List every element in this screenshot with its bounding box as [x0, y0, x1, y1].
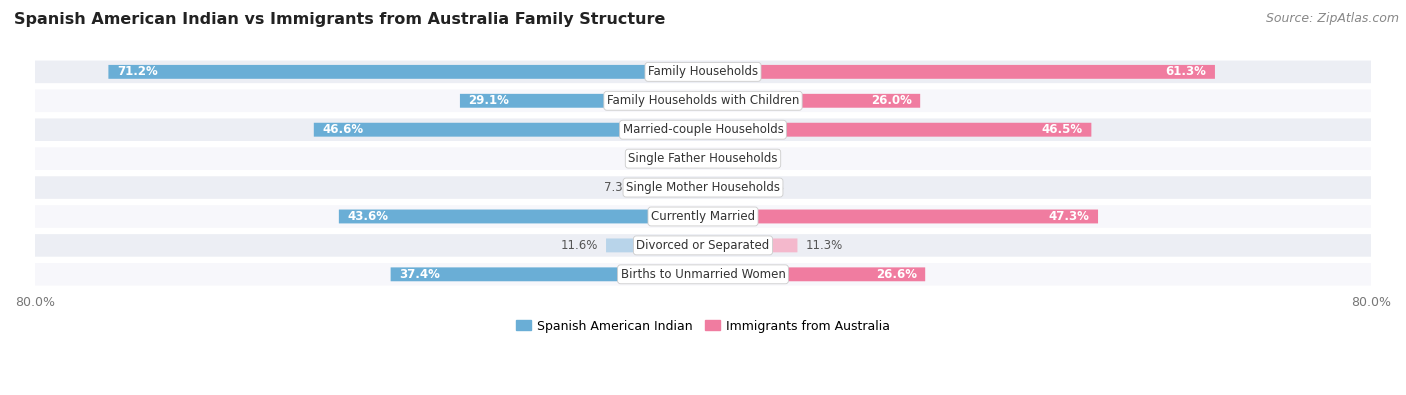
Text: 11.3%: 11.3% — [806, 239, 844, 252]
FancyBboxPatch shape — [391, 267, 703, 281]
FancyBboxPatch shape — [35, 234, 1371, 257]
Text: Currently Married: Currently Married — [651, 210, 755, 223]
Legend: Spanish American Indian, Immigrants from Australia: Spanish American Indian, Immigrants from… — [510, 315, 896, 338]
FancyBboxPatch shape — [703, 123, 1091, 137]
Text: Source: ZipAtlas.com: Source: ZipAtlas.com — [1265, 12, 1399, 25]
Text: 61.3%: 61.3% — [1166, 65, 1206, 78]
Text: 29.1%: 29.1% — [468, 94, 509, 107]
FancyBboxPatch shape — [703, 209, 1098, 224]
Text: 47.3%: 47.3% — [1049, 210, 1090, 223]
Text: Spanish American Indian vs Immigrants from Australia Family Structure: Spanish American Indian vs Immigrants fr… — [14, 12, 665, 27]
FancyBboxPatch shape — [643, 181, 703, 194]
Text: 43.6%: 43.6% — [347, 210, 388, 223]
FancyBboxPatch shape — [703, 239, 797, 252]
Text: 46.5%: 46.5% — [1042, 123, 1083, 136]
Text: Divorced or Separated: Divorced or Separated — [637, 239, 769, 252]
FancyBboxPatch shape — [35, 263, 1371, 286]
Text: Single Father Households: Single Father Households — [628, 152, 778, 165]
Text: 26.6%: 26.6% — [876, 268, 917, 281]
FancyBboxPatch shape — [606, 239, 703, 252]
Text: 71.2%: 71.2% — [117, 65, 157, 78]
Text: 37.4%: 37.4% — [399, 268, 440, 281]
FancyBboxPatch shape — [314, 123, 703, 137]
Text: 2.9%: 2.9% — [641, 152, 671, 165]
FancyBboxPatch shape — [460, 94, 703, 108]
Text: Family Households: Family Households — [648, 65, 758, 78]
FancyBboxPatch shape — [703, 181, 745, 194]
FancyBboxPatch shape — [679, 152, 703, 166]
FancyBboxPatch shape — [35, 205, 1371, 228]
FancyBboxPatch shape — [703, 94, 920, 108]
FancyBboxPatch shape — [703, 65, 1215, 79]
Text: 5.1%: 5.1% — [754, 181, 783, 194]
Text: 26.0%: 26.0% — [870, 94, 911, 107]
FancyBboxPatch shape — [108, 65, 703, 79]
FancyBboxPatch shape — [35, 60, 1371, 83]
Text: 2.0%: 2.0% — [728, 152, 758, 165]
FancyBboxPatch shape — [35, 90, 1371, 112]
Text: 7.3%: 7.3% — [605, 181, 634, 194]
Text: Married-couple Households: Married-couple Households — [623, 123, 783, 136]
FancyBboxPatch shape — [35, 147, 1371, 170]
Text: Births to Unmarried Women: Births to Unmarried Women — [620, 268, 786, 281]
Text: Single Mother Households: Single Mother Households — [626, 181, 780, 194]
FancyBboxPatch shape — [703, 267, 925, 281]
Text: 11.6%: 11.6% — [561, 239, 598, 252]
FancyBboxPatch shape — [703, 152, 720, 166]
Text: 46.6%: 46.6% — [322, 123, 363, 136]
FancyBboxPatch shape — [35, 118, 1371, 141]
Text: Family Households with Children: Family Households with Children — [607, 94, 799, 107]
FancyBboxPatch shape — [35, 176, 1371, 199]
FancyBboxPatch shape — [339, 209, 703, 224]
